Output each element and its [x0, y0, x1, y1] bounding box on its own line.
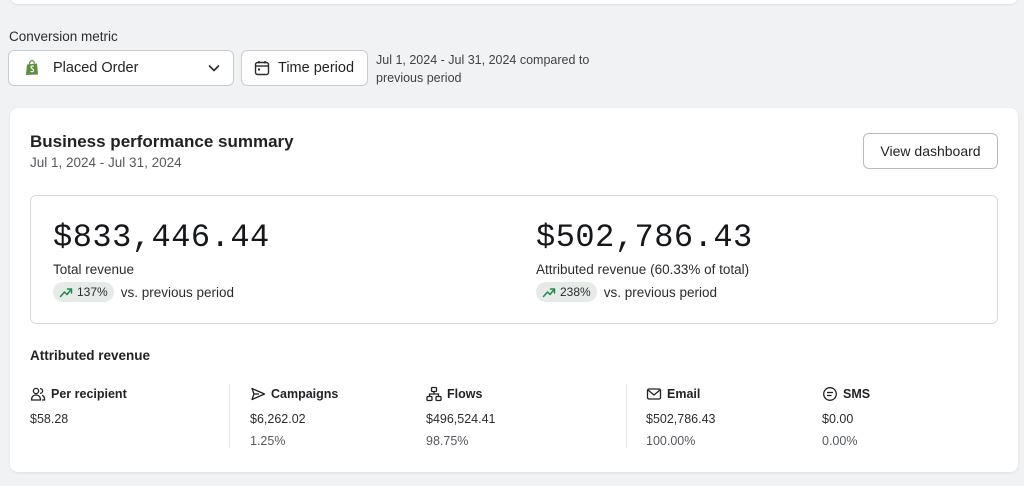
previous-card	[10, 0, 1018, 4]
sms-column: SMS $0.00 0.00%	[822, 386, 870, 448]
flows-label: Flows	[447, 387, 483, 401]
totals-box: $833,446.44 Total revenue 137% vs. previ…	[30, 195, 998, 324]
email-value: $502,786.43	[646, 412, 716, 426]
attributed-revenue-change: 238% vs. previous period	[536, 282, 753, 302]
shopify-icon	[26, 59, 38, 75]
time-period-label: Time period	[278, 60, 355, 76]
period-comparison-note: Jul 1, 2024 - Jul 31, 2024 compared to p…	[376, 53, 590, 85]
summary-date-range: Jul 1, 2024 - Jul 31, 2024	[30, 155, 182, 170]
total-revenue-value: $833,446.44	[53, 219, 270, 256]
total-revenue-change: 137% vs. previous period	[53, 282, 270, 302]
users-icon	[30, 387, 46, 401]
change-badge: 137%	[53, 282, 114, 302]
flows-value: $496,524.41	[426, 412, 496, 426]
campaigns-value: $6,262.02	[250, 412, 306, 426]
time-period-button[interactable]: Time period	[241, 50, 368, 86]
flows-percent: 98.75%	[426, 434, 469, 448]
calendar-icon	[254, 61, 270, 76]
trend-up-icon	[542, 288, 556, 298]
flow-icon	[426, 386, 442, 402]
conversion-metric-select[interactable]: Placed Order	[8, 50, 234, 86]
per-recipient-value: $58.28	[30, 412, 69, 426]
column-divider	[229, 384, 230, 448]
change-percent: 137%	[77, 285, 108, 299]
per-recipient-label: Per recipient	[51, 387, 127, 401]
chevron-down-icon	[208, 65, 220, 72]
change-text: vs. previous period	[120, 284, 235, 300]
summary-title: Business performance summary	[30, 132, 294, 151]
attributed-revenue-title: Attributed revenue	[30, 348, 151, 363]
mail-icon	[646, 388, 662, 400]
sms-icon	[823, 387, 837, 401]
campaigns-column: Campaigns $6,262.02 1.25%	[250, 386, 338, 448]
email-column: Email $502,786.43 100.00%	[646, 386, 716, 448]
view-dashboard-button[interactable]: View dashboard	[863, 133, 998, 169]
change-percent: 238%	[560, 285, 591, 299]
select-value: Placed Order	[53, 60, 139, 76]
attributed-revenue-value: $502,786.43	[536, 219, 753, 256]
sms-label: SMS	[843, 387, 871, 401]
conversion-metric-label: Conversion metric	[9, 29, 118, 44]
sms-value: $0.00	[822, 412, 854, 426]
change-text: vs. previous period	[603, 284, 718, 300]
flows-column: Flows $496,524.41 98.75%	[426, 386, 496, 448]
change-badge: 238%	[536, 282, 597, 302]
email-label: Email	[667, 387, 701, 401]
email-percent: 100.00%	[646, 434, 696, 448]
trend-up-icon	[59, 288, 73, 298]
column-divider	[626, 384, 627, 448]
attributed-revenue-label: Attributed revenue (60.33% of total)	[536, 262, 750, 277]
total-revenue-metric: $833,446.44 Total revenue 137% vs. previ…	[53, 218, 270, 302]
total-revenue-label: Total revenue	[53, 262, 135, 277]
attributed-revenue-metric: $502,786.43 Attributed revenue (60.33% o…	[536, 218, 753, 302]
business-performance-card: Business performance summary Jul 1, 2024…	[10, 108, 1018, 472]
sms-percent: 0.00%	[822, 434, 858, 448]
send-icon	[251, 387, 266, 401]
campaigns-percent: 1.25%	[250, 434, 286, 448]
per-recipient-column: Per recipient $58.28	[30, 386, 127, 426]
campaigns-label: Campaigns	[271, 387, 339, 401]
